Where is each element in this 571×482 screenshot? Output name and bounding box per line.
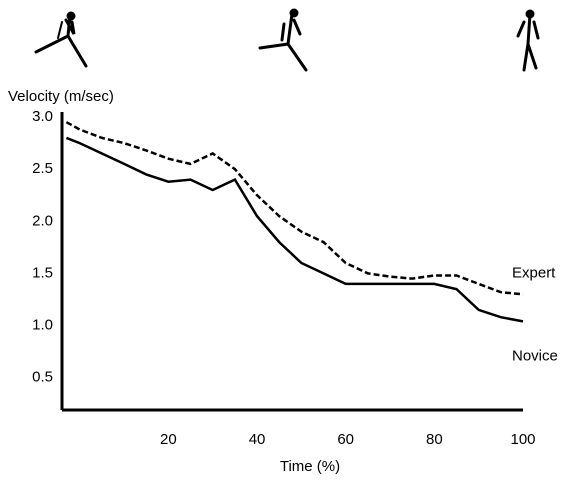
series-line [65, 121, 524, 296]
x-tick-label: 100 [510, 431, 535, 448]
y-tick-label: 2.5 [32, 160, 53, 177]
y-tick-label: 1.0 [32, 317, 53, 334]
y-tick-label: 3.0 [32, 108, 53, 125]
series-label: Expert [512, 264, 556, 281]
series-line [65, 136, 524, 323]
runner-icon [258, 8, 308, 72]
y-tick-label: 1.5 [32, 264, 53, 281]
x-axis-title: Time (%) [280, 458, 340, 475]
y-axis-title: Velocity (m/sec) [8, 88, 114, 105]
series-label: Novice [512, 347, 558, 364]
runner-icon [516, 9, 540, 72]
x-tick-label: 60 [337, 431, 354, 448]
runner-icons [34, 8, 540, 72]
x-tick-label: 80 [426, 431, 443, 448]
y-tick-label: 0.5 [32, 369, 53, 386]
x-tick-label: 40 [249, 431, 266, 448]
runner-icon [34, 11, 88, 68]
x-tick-label: 20 [160, 431, 177, 448]
y-tick-label: 2.0 [32, 212, 53, 229]
